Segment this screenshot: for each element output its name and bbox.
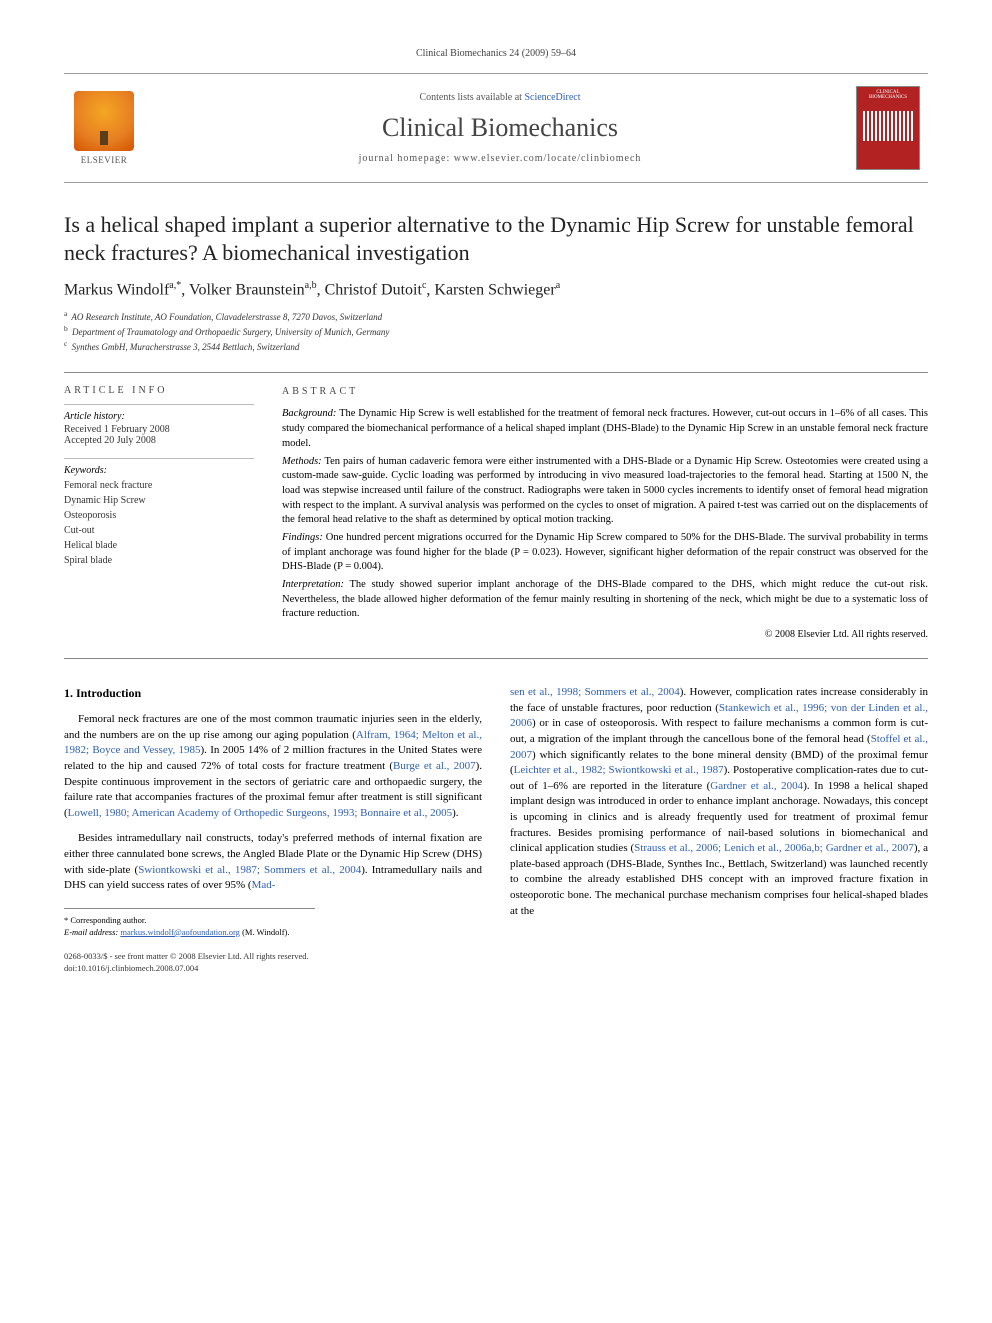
contents-line: Contents lists available at ScienceDirec…: [144, 92, 856, 103]
affiliation-line: b Department of Traumatology and Orthopa…: [64, 324, 928, 339]
keyword-item: Femoral neck fracture: [64, 478, 254, 493]
citation-link[interactable]: Burge et al., 2007: [393, 760, 476, 772]
abstract-copyright: © 2008 Elsevier Ltd. All rights reserved…: [282, 628, 928, 642]
citation-link[interactable]: sen et al., 1998; Sommers et al., 2004: [510, 686, 680, 698]
homepage-url[interactable]: www.elsevier.com/locate/clinbiomech: [454, 153, 642, 164]
journal-masthead: ELSEVIER Contents lists available at Sci…: [64, 73, 928, 183]
email-label: E-mail address:: [64, 927, 118, 937]
keyword-item: Helical blade: [64, 538, 254, 553]
abstract-column: ABSTRACT Background: The Dynamic Hip Scr…: [282, 385, 928, 642]
keyword-item: Spiral blade: [64, 553, 254, 568]
history-label: Article history:: [64, 411, 254, 422]
findings-label: Findings:: [282, 532, 323, 543]
abstract-methods: Methods: Ten pairs of human cadaveric fe…: [282, 455, 928, 528]
corr-name-suffix: (M. Windolf).: [240, 927, 290, 937]
p1-text-d: ).: [452, 807, 458, 819]
keywords-label: Keywords:: [64, 465, 254, 476]
citation-link[interactable]: Leichter et al., 1982; Swiontkowski et a…: [514, 764, 724, 776]
journal-homepage: journal homepage: www.elsevier.com/locat…: [144, 153, 856, 164]
abstract-findings: Findings: One hundred percent migrations…: [282, 531, 928, 575]
keyword-item: Dynamic Hip Screw: [64, 493, 254, 508]
methods-label: Methods:: [282, 456, 322, 467]
homepage-prefix: journal homepage:: [359, 153, 454, 164]
corresponding-author-note: * Corresponding author. E-mail address: …: [64, 908, 315, 939]
body-column-left: 1. Introduction Femoral neck fractures a…: [64, 685, 482, 974]
corr-email-link[interactable]: markus.windolf@aofoundation.org: [120, 927, 240, 937]
footer-doi: doi:10.1016/j.clinbiomech.2008.07.004: [64, 963, 482, 975]
received-date: Received 1 February 2008: [64, 424, 254, 435]
cover-thumb-title: CLINICAL BIOMECHANICS: [860, 90, 916, 100]
citation-link[interactable]: Gardner et al., 2004: [710, 780, 803, 792]
affiliation-line: c Synthes GmbH, Muracherstrasse 3, 2544 …: [64, 339, 928, 354]
citation-link[interactable]: Swiontkowski et al., 1987; Sommers et al…: [138, 864, 361, 876]
article-title: Is a helical shaped implant a superior a…: [64, 211, 928, 266]
interpretation-label: Interpretation:: [282, 579, 344, 590]
journal-cover-thumb: CLINICAL BIOMECHANICS: [856, 86, 920, 170]
background-label: Background:: [282, 408, 336, 419]
keyword-item: Cut-out: [64, 523, 254, 538]
affiliations: a AO Research Institute, AO Foundation, …: [64, 309, 928, 354]
introduction-heading: 1. Introduction: [64, 685, 482, 702]
article-info-column: ARTICLE INFO Article history: Received 1…: [64, 385, 254, 642]
article-info-heading: ARTICLE INFO: [64, 385, 254, 396]
intro-paragraph-2: Besides intramedullary nail constructs, …: [64, 831, 482, 893]
publisher-label: ELSEVIER: [81, 155, 128, 165]
abstract-interpretation: Interpretation: The study showed superio…: [282, 578, 928, 622]
citation-link[interactable]: Mad-: [252, 879, 276, 891]
accepted-date: Accepted 20 July 2008: [64, 435, 254, 446]
methods-text: Ten pairs of human cadaveric femora were…: [282, 456, 928, 526]
journal-name: Clinical Biomechanics: [144, 113, 856, 143]
keyword-item: Osteoporosis: [64, 508, 254, 523]
elsevier-tree-icon: [74, 91, 134, 151]
intro-paragraph-1: Femoral neck fractures are one of the mo…: [64, 712, 482, 821]
keywords-list: Femoral neck fractureDynamic Hip ScrewOs…: [64, 478, 254, 568]
publisher-logo-block: ELSEVIER: [64, 91, 144, 165]
background-text: The Dynamic Hip Screw is well establishe…: [282, 408, 928, 448]
abstract-background: Background: The Dynamic Hip Screw is wel…: [282, 407, 928, 451]
affiliation-line: a AO Research Institute, AO Foundation, …: [64, 309, 928, 324]
footer-front-matter: 0268-0033/$ - see front matter © 2008 El…: [64, 951, 482, 975]
corr-label: * Corresponding author.: [64, 915, 315, 927]
citation-link[interactable]: Lowell, 1980; American Academy of Orthop…: [68, 807, 452, 819]
body-column-right: sen et al., 1998; Sommers et al., 2004).…: [510, 685, 928, 974]
intro-paragraph-2-cont: sen et al., 1998; Sommers et al., 2004).…: [510, 685, 928, 919]
contents-prefix: Contents lists available at: [419, 92, 524, 103]
cover-stripes-icon: [863, 111, 913, 141]
findings-text: One hundred percent migrations occurred …: [282, 532, 928, 572]
footer-line-1: 0268-0033/$ - see front matter © 2008 El…: [64, 951, 482, 963]
author-list: Markus Windolfa,*, Volker Braunsteina,b,…: [64, 280, 928, 299]
c2-text-b: ) or in case of osteoporosis. With respe…: [510, 717, 928, 745]
sciencedirect-link[interactable]: ScienceDirect: [524, 92, 580, 103]
abstract-heading: ABSTRACT: [282, 385, 928, 399]
citation-link[interactable]: Strauss et al., 2006; Lenich et al., 200…: [634, 842, 914, 854]
interpretation-text: The study showed superior implant anchor…: [282, 579, 928, 619]
running-head: Clinical Biomechanics 24 (2009) 59–64: [64, 48, 928, 59]
